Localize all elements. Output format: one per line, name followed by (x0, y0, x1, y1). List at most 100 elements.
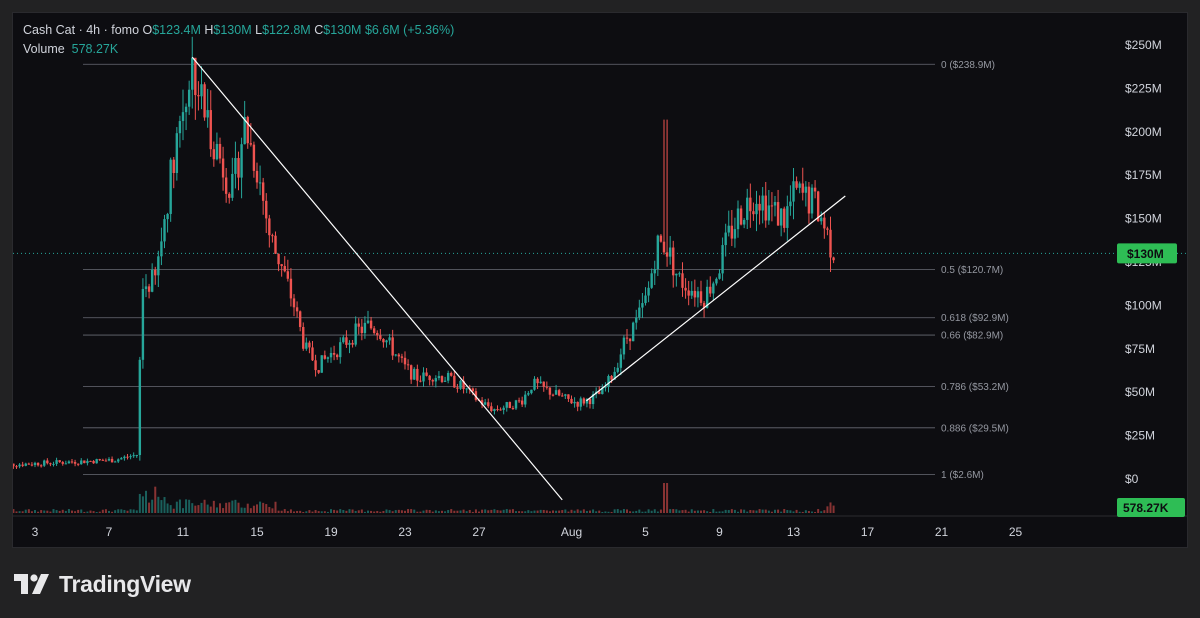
candle-body (258, 182, 262, 184)
candle-body (524, 394, 527, 405)
volume-bar (231, 500, 234, 513)
volume-bar (348, 509, 351, 513)
candle-body (154, 269, 157, 276)
candle-body (730, 225, 734, 239)
x-axis-tick-label: 9 (716, 525, 723, 539)
candle-body (601, 387, 604, 395)
candle-body (431, 380, 434, 382)
price-chart[interactable]: 0 ($238.9M) 0.5 ($120.7M) 0.618 ($92.9M) 0.… (13, 13, 1188, 548)
candle-body (326, 357, 330, 359)
volume-bar (185, 499, 188, 513)
legend-volume-value: 578.27K (71, 42, 119, 56)
candle-body (271, 235, 274, 237)
candle-body (295, 307, 299, 312)
x-axis-tick-label: 21 (935, 525, 949, 539)
chart-area[interactable]: 0 ($238.9M) 0.5 ($120.7M) 0.618 ($92.9M) 0.… (12, 12, 1188, 548)
candle-body (628, 338, 632, 342)
candle-body (672, 247, 675, 276)
candle-body (36, 462, 40, 466)
volume-bar (206, 504, 209, 513)
volume-tag-label: 578.27K (1123, 501, 1169, 515)
volume-bar (194, 505, 197, 513)
volume-bar (619, 510, 622, 513)
volume-bar (376, 510, 379, 513)
volume-bar (234, 499, 237, 513)
candle-body (690, 290, 693, 296)
candle-body (554, 390, 558, 395)
volume-bar (582, 509, 585, 513)
candle-body (456, 387, 459, 389)
volume-bar (13, 509, 15, 513)
candle-body (388, 337, 391, 341)
candle-body (163, 219, 166, 242)
candle-body (755, 203, 758, 215)
candle-body (514, 400, 518, 409)
volume-bar (256, 504, 258, 513)
candle-body (323, 355, 327, 359)
brand-name: TradingView (59, 570, 191, 597)
volume-bar (749, 510, 752, 513)
volume-bar (490, 509, 493, 513)
volume-bar (336, 510, 339, 513)
volume-bar (826, 506, 829, 513)
candle-body (138, 359, 142, 456)
candle-body (277, 253, 280, 265)
volume-bar (46, 510, 49, 513)
volume-bar (132, 509, 135, 513)
legend-open-label: O (142, 23, 153, 37)
volume-bar (397, 509, 400, 513)
candle-body (166, 213, 169, 220)
volume-bar (626, 509, 628, 513)
volume-bar (188, 499, 191, 513)
candle-body (372, 328, 376, 333)
candle-body (33, 462, 37, 466)
volume-bar (120, 509, 123, 513)
volume-bar (576, 509, 579, 513)
candle-body (832, 257, 835, 261)
candle-body (582, 398, 586, 404)
volume-bar (71, 510, 73, 513)
current-price-tag (1117, 243, 1177, 264)
candle-body (644, 295, 647, 304)
candle-body (283, 266, 286, 272)
volume-bar (832, 505, 835, 513)
volume-bar (610, 511, 613, 513)
candle-body (662, 241, 666, 253)
candle-body (73, 462, 77, 464)
x-axis-tick-label: 25 (1009, 525, 1023, 539)
volume-bar (49, 511, 52, 513)
candle-body (255, 170, 259, 183)
candle-body (157, 256, 160, 276)
candle-body (413, 368, 416, 380)
volume-bar (703, 510, 706, 513)
candle-body (135, 455, 138, 457)
candle-body (598, 391, 601, 395)
candle-body (699, 291, 703, 303)
candle-body (758, 203, 761, 211)
candle-body (15, 466, 18, 468)
candle-body (619, 354, 623, 368)
volume-bar (163, 497, 166, 513)
volume-bar (761, 509, 764, 513)
candle-body (240, 144, 243, 178)
candle-body (95, 459, 98, 464)
candle-body (385, 340, 388, 343)
volume-bar (419, 511, 422, 513)
volume-bar (92, 511, 95, 513)
candle-body (206, 110, 209, 118)
tradingview-brand[interactable]: TradingView (14, 568, 191, 600)
volume-bar (61, 509, 64, 513)
candle-body (530, 389, 533, 394)
candle-body (43, 460, 46, 466)
volume-bar (311, 511, 314, 513)
volume-bar (515, 511, 517, 513)
volume-bar (484, 509, 487, 513)
fib-level-label: 0 ($238.9M) (941, 60, 995, 71)
volume-bar (135, 510, 138, 513)
volume-bar (459, 510, 462, 513)
volume-bar (564, 509, 567, 513)
candle-body (749, 197, 752, 212)
volume-bar (481, 509, 484, 513)
candle-body (55, 460, 58, 464)
legend-ohlc: Cash Cat · 4h · fomo O$123.4M H$130M L$1… (23, 23, 454, 37)
